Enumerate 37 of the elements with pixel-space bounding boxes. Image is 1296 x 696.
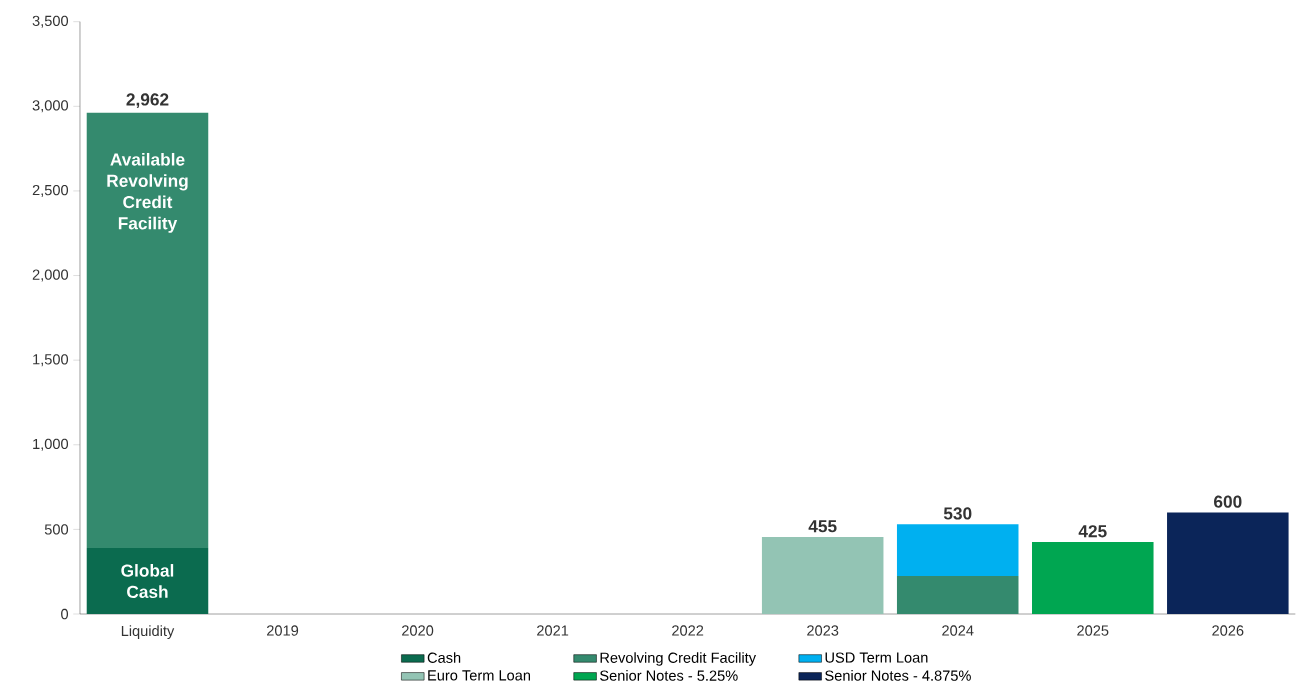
x-tick-label: 2019 bbox=[267, 625, 299, 636]
total-label: 455 bbox=[808, 520, 837, 533]
x-tick-label: 2024 bbox=[942, 625, 974, 636]
bar bbox=[1167, 512, 1289, 615]
y-tick-label: 500 bbox=[44, 524, 69, 535]
total-label: 530 bbox=[943, 507, 972, 520]
legend-label: Senior Notes - 4.875% bbox=[825, 670, 971, 681]
legend-label: Cash bbox=[427, 652, 461, 663]
legend-label: USD Term Loan bbox=[825, 652, 928, 663]
y-tick-label: 2,000 bbox=[32, 269, 69, 282]
x-tick-label: 2022 bbox=[672, 625, 704, 636]
legend-label: Senior Notes - 5.25% bbox=[600, 670, 738, 681]
total-label: 600 bbox=[1214, 495, 1242, 508]
x-tick-label: 2021 bbox=[537, 625, 569, 636]
y-tick-label: 3,500 bbox=[32, 15, 69, 28]
legend-label: Euro Term Loan bbox=[428, 670, 531, 681]
bar bbox=[896, 524, 1019, 576]
bar bbox=[86, 112, 209, 549]
bar bbox=[896, 575, 1019, 615]
bar bbox=[761, 537, 884, 615]
annotation: Global Cash bbox=[121, 564, 174, 598]
y-tick-label: 3,000 bbox=[32, 100, 69, 113]
y-tick-label: 1,000 bbox=[33, 438, 69, 451]
bar bbox=[1032, 542, 1154, 615]
x-tick-label: 2026 bbox=[1212, 625, 1244, 636]
x-tick-label: 2025 bbox=[1077, 625, 1109, 636]
x-tick-label: 2020 bbox=[402, 625, 434, 636]
y-tick-label: 2,500 bbox=[32, 184, 69, 197]
bar bbox=[86, 548, 209, 615]
y-tick-label: 0 bbox=[61, 608, 69, 620]
x-tick-label: Liquidity bbox=[121, 625, 175, 639]
total-label: 425 bbox=[1078, 525, 1107, 538]
annotation: Available Revolving Credit Facility bbox=[107, 152, 188, 233]
total-label: 2,962 bbox=[126, 93, 169, 109]
y-tick-label: 1,500 bbox=[33, 354, 69, 367]
legend-label: Revolving Credit Facility bbox=[600, 652, 757, 666]
x-tick-label: 2023 bbox=[807, 625, 839, 636]
